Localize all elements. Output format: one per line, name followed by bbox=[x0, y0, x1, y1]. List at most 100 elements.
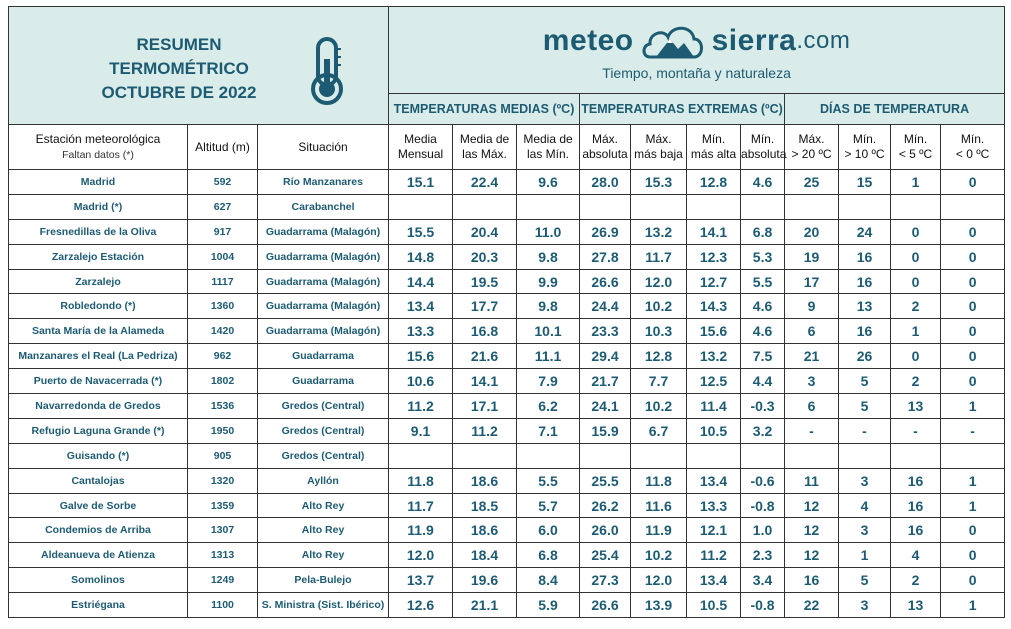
value-cell: 0 bbox=[890, 343, 942, 370]
col-extrema-3-line-1: Mín. bbox=[701, 132, 726, 146]
value-cell: 3 bbox=[838, 517, 892, 544]
value-cell: 24.1 bbox=[579, 393, 632, 419]
table-row: Puerto de Navacerrada (*) 1802 Guadarrama 1… bbox=[8, 368, 1006, 395]
table-row: Santa María de la Alameda 1420 Guadarrama … bbox=[8, 318, 1006, 345]
value-cell: 4 bbox=[890, 542, 942, 569]
value-cell: 16 bbox=[784, 567, 840, 594]
value-cell bbox=[784, 442, 840, 469]
value-cell: 5 bbox=[838, 368, 892, 395]
value-cell: 4.4 bbox=[740, 368, 786, 395]
value-cell: 0 bbox=[940, 318, 1006, 345]
value-cell: 5 bbox=[838, 567, 892, 594]
col-media-3-line-2: las Mín. bbox=[527, 147, 570, 161]
situation-value: Carabanchel bbox=[256, 193, 390, 220]
value-cell: 15.6 bbox=[388, 343, 454, 370]
value-cell: 5.5 bbox=[740, 268, 786, 295]
value-cell: -0.3 bbox=[740, 393, 786, 419]
value-cell: 18.5 bbox=[452, 492, 518, 519]
col-extrema-4-line-1: Mín. bbox=[750, 132, 775, 146]
value-cell: 13.4 bbox=[686, 567, 742, 594]
value-cell: 12.0 bbox=[630, 268, 688, 295]
value-cell: 10.5 bbox=[686, 417, 742, 444]
table-row: Madrid (*) 627 Carabanchel bbox=[8, 193, 1006, 220]
value-cell: 0 bbox=[890, 218, 942, 245]
station-name: Santa María de la Alameda bbox=[8, 318, 188, 345]
title-line-1: RESUMEN bbox=[136, 35, 222, 54]
temperature-summary-table: RESUMEN TERMOMÉTRICO OCTUBRE DE 2022 bbox=[7, 6, 1006, 619]
value-cell: 3 bbox=[784, 368, 840, 395]
value-cell: 25 bbox=[784, 169, 840, 195]
value-cell: 12.8 bbox=[630, 343, 688, 370]
title-line-3: OCTUBRE DE 2022 bbox=[101, 83, 257, 102]
situation-value: Guadarrama bbox=[256, 368, 390, 395]
value-cell: 10.5 bbox=[686, 592, 742, 619]
table-row: Galve de Sorbe 1359 Alto Rey 11.7 18.5 5.7 26.… bbox=[8, 492, 1006, 519]
table-row: Cantalojas 1320 Ayllón 11.8 18.6 5.5 25.5 11.8 1… bbox=[8, 467, 1006, 494]
table-row: Aldeanueva de Atienza 1313 Alto Rey 12.0 18.… bbox=[8, 542, 1006, 569]
col-media-1: Media Mensual bbox=[388, 124, 454, 170]
value-cell: 26.9 bbox=[579, 218, 632, 245]
table-row: Madrid 592 Río Manzanares 15.1 22.4 9.6 28.0 15… bbox=[8, 169, 1006, 195]
value-cell: 6 bbox=[784, 318, 840, 345]
value-cell: 11.8 bbox=[388, 467, 454, 494]
value-cell: 26.6 bbox=[579, 268, 632, 295]
station-name: Aldeanueva de Atienza bbox=[8, 542, 188, 569]
value-cell: 24 bbox=[838, 218, 892, 245]
value-cell bbox=[740, 193, 786, 220]
value-cell: 26 bbox=[838, 343, 892, 370]
value-cell: 5.7 bbox=[516, 492, 581, 519]
value-cell bbox=[516, 193, 581, 220]
col-extrema-3-line-2: más alta bbox=[690, 147, 737, 161]
value-cell: 24.4 bbox=[579, 293, 632, 320]
value-cell: 21.7 bbox=[579, 368, 632, 395]
col-media-2-line-1: Media de bbox=[459, 132, 510, 146]
situation-value: Guadarrama (Malagón) bbox=[256, 293, 390, 320]
table-row: Manzanares el Real (La Pedriza) 962 Guadar… bbox=[8, 343, 1006, 370]
value-cell: 15.1 bbox=[388, 169, 454, 195]
value-cell: 12.5 bbox=[686, 368, 742, 395]
value-cell: 26.0 bbox=[579, 517, 632, 544]
value-cell: 17.7 bbox=[452, 293, 518, 320]
value-cell: 0 bbox=[940, 268, 1006, 295]
col-media-1-line-1: Media bbox=[404, 132, 437, 146]
col-extrema-1-line-2: absoluta bbox=[582, 147, 628, 161]
value-cell: 17 bbox=[784, 268, 840, 295]
value-cell: 8.4 bbox=[516, 567, 581, 594]
col-dias-2-line-2: > 10 ºC bbox=[844, 147, 885, 161]
value-cell bbox=[940, 193, 1006, 220]
value-cell: 6.8 bbox=[516, 542, 581, 569]
value-cell: 10.3 bbox=[630, 318, 688, 345]
station-name: Galve de Sorbe bbox=[8, 492, 188, 519]
value-cell: 3.2 bbox=[740, 417, 786, 444]
value-cell: 25.4 bbox=[579, 542, 632, 569]
station-name: Condemios de Arriba bbox=[8, 517, 188, 544]
value-cell: 6.0 bbox=[516, 517, 581, 544]
value-cell: 0 bbox=[940, 368, 1006, 395]
value-cell: 13.2 bbox=[686, 343, 742, 370]
col-dias-1-line-2: > 20 ºC bbox=[791, 147, 832, 161]
value-cell: 16 bbox=[838, 268, 892, 295]
value-cell: 1 bbox=[940, 592, 1006, 619]
value-cell: 27.3 bbox=[579, 567, 632, 594]
title-line-2: TERMOMÉTRICO bbox=[109, 59, 249, 78]
value-cell: 0 bbox=[890, 243, 942, 270]
value-cell: 7.1 bbox=[516, 417, 581, 444]
altitude-value: 1950 bbox=[187, 417, 258, 444]
altitude-value: 1359 bbox=[187, 492, 258, 519]
value-cell: 19.5 bbox=[452, 268, 518, 295]
value-cell: - bbox=[784, 417, 840, 444]
table-row: Refugio Laguna Grande (*) 1950 Gredos (Cen… bbox=[8, 417, 1006, 444]
value-cell: 1 bbox=[890, 169, 942, 195]
value-cell: 16 bbox=[890, 467, 942, 494]
value-cell: 1 bbox=[940, 467, 1006, 494]
value-cell: 26.2 bbox=[579, 492, 632, 519]
situation-value: Guadarrama (Malagón) bbox=[256, 218, 390, 245]
altitude-value: 1360 bbox=[187, 293, 258, 320]
value-cell: 16.8 bbox=[452, 318, 518, 345]
value-cell: 14.3 bbox=[686, 293, 742, 320]
value-cell: 10.1 bbox=[516, 318, 581, 345]
value-cell: 11.9 bbox=[630, 517, 688, 544]
value-cell: 11.6 bbox=[630, 492, 688, 519]
value-cell bbox=[630, 193, 688, 220]
